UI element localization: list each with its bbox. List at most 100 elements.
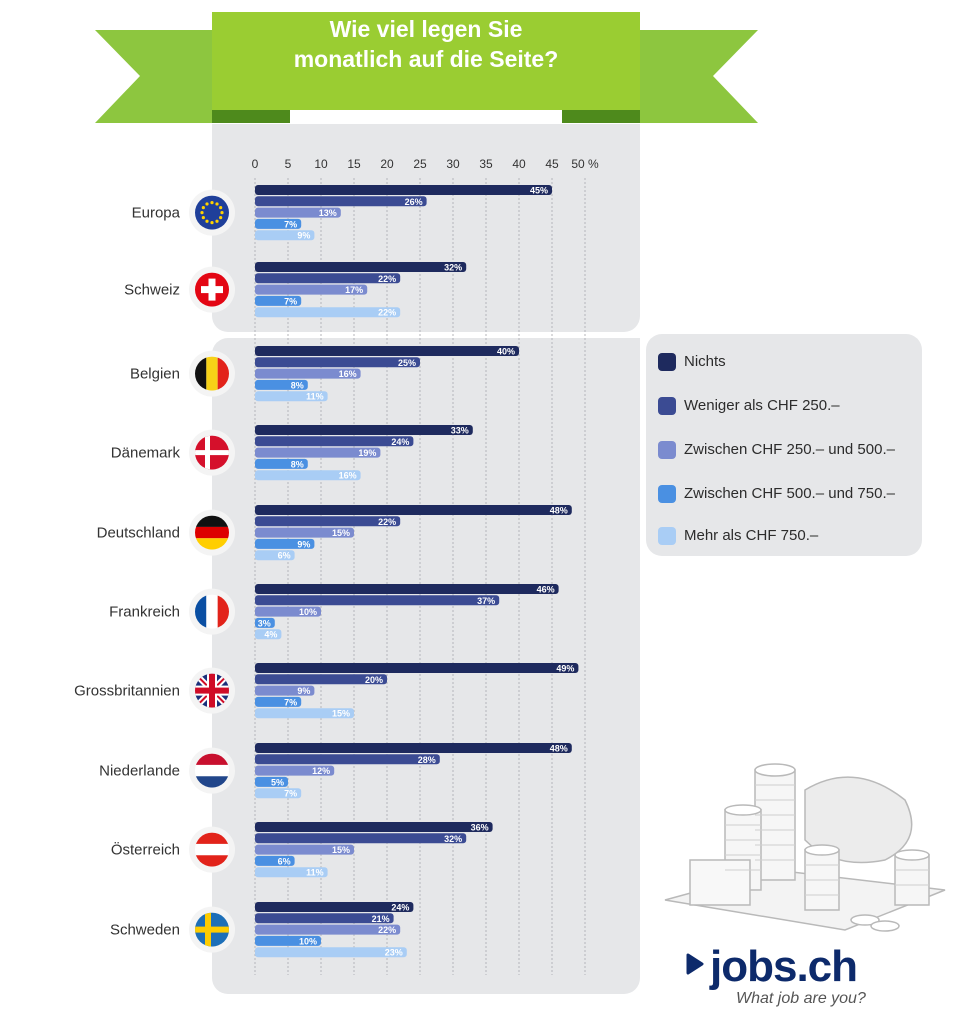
data-label: 23% (385, 948, 403, 958)
data-label: 9% (297, 539, 310, 549)
data-label: 6% (278, 551, 291, 561)
data-label: 17% (345, 285, 363, 295)
x-tick-label: 10 (314, 157, 328, 171)
data-label: 25% (398, 358, 416, 368)
bar (255, 436, 414, 447)
data-label: 36% (471, 823, 489, 833)
germany-flag-icon (189, 509, 235, 556)
x-tick-label: 0 (252, 157, 259, 171)
bar (255, 776, 288, 787)
title-banner (95, 12, 758, 123)
austria-flag-icon (189, 826, 235, 873)
banner-left-ribbon-end (95, 30, 245, 123)
data-label: 22% (378, 274, 396, 284)
x-tick-label: 20 (380, 157, 394, 171)
swiss-flag-icon (189, 266, 235, 313)
legend: Nichts Weniger als CHF 250.– Zwischen CHF … (646, 334, 922, 556)
bar (255, 833, 467, 844)
bar (255, 629, 282, 640)
data-label: 12% (312, 766, 330, 776)
data-label: 32% (444, 263, 462, 273)
uk-flag-icon (189, 667, 235, 714)
bar (255, 822, 493, 832)
data-label: 22% (378, 517, 396, 527)
data-label: 13% (319, 208, 337, 218)
x-tick-label: 40 (512, 157, 526, 171)
jobs-ch-logo[interactable]: jobs.ch What job are you? (686, 938, 916, 1018)
data-label: 7% (284, 789, 297, 799)
data-label: 33% (451, 426, 469, 436)
bar (255, 765, 335, 776)
category-label: Frankreich (109, 604, 180, 621)
bar (255, 617, 275, 628)
bar (255, 230, 315, 241)
logo-tagline: What job are you? (736, 990, 866, 1007)
bar (255, 663, 579, 673)
chart-title-line-2: monatlich auf die Seite? (293, 46, 559, 72)
category-label: Belgien (130, 366, 180, 383)
bar (255, 743, 572, 753)
x-tick-label: 50 % (571, 157, 599, 171)
data-label: 16% (339, 471, 357, 481)
sweden-flag-icon (189, 906, 235, 953)
bar (255, 391, 328, 402)
bar (255, 788, 302, 799)
bar (255, 595, 500, 606)
legend-label: Zwischen CHF 250.– und 500.– (684, 441, 895, 458)
data-label: 48% (550, 744, 568, 754)
data-label: 49% (556, 664, 574, 674)
data-label: 4% (264, 630, 277, 640)
bar (255, 185, 552, 195)
category-label: Österreich (111, 841, 180, 859)
data-label: 26% (405, 197, 423, 207)
x-tick-label: 5 (285, 157, 292, 171)
data-label: 22% (378, 925, 396, 935)
data-label: 24% (391, 437, 409, 447)
bar (255, 855, 295, 866)
eu-flag-icon (189, 189, 235, 236)
data-label: 9% (297, 686, 310, 696)
bar (255, 470, 361, 481)
x-tick-label: 15 (347, 157, 361, 171)
bar (255, 924, 401, 935)
legend-swatch (658, 441, 676, 459)
bar (255, 196, 427, 207)
data-label: 10% (299, 936, 317, 946)
belgium-flag-icon (189, 350, 235, 397)
bar (255, 754, 440, 765)
data-label: 19% (358, 448, 376, 458)
data-label: 10% (299, 607, 317, 617)
category-label: Grossbritannien (74, 683, 180, 700)
bar (255, 696, 302, 707)
bar (255, 284, 368, 295)
data-label: 9% (297, 231, 310, 241)
france-flag-icon (189, 588, 235, 635)
data-label: 24% (391, 903, 409, 913)
bar (255, 685, 315, 696)
data-label: 6% (278, 856, 291, 866)
data-label: 21% (372, 914, 390, 924)
bar (255, 307, 401, 318)
legend-swatch (658, 527, 676, 545)
data-label: 7% (284, 219, 297, 229)
legend-label: Zwischen CHF 500.– und 750.– (684, 485, 895, 502)
bar (255, 262, 467, 272)
data-label: 7% (284, 296, 297, 306)
bar (255, 505, 572, 515)
bar (255, 447, 381, 458)
category-label: Schweiz (124, 282, 180, 299)
legend-label: Nichts (684, 353, 726, 370)
bar (255, 947, 407, 958)
data-label: 16% (339, 369, 357, 379)
bar (255, 935, 321, 946)
legend-swatch (658, 485, 676, 503)
bar (255, 425, 473, 435)
data-label: 22% (378, 308, 396, 318)
data-label: 11% (306, 868, 324, 878)
netherlands-flag-icon (189, 747, 235, 794)
data-label: 15% (332, 528, 350, 538)
data-label: 7% (284, 697, 297, 707)
category-label: Europa (132, 205, 181, 222)
data-label: 28% (418, 755, 436, 765)
bar (255, 218, 302, 229)
